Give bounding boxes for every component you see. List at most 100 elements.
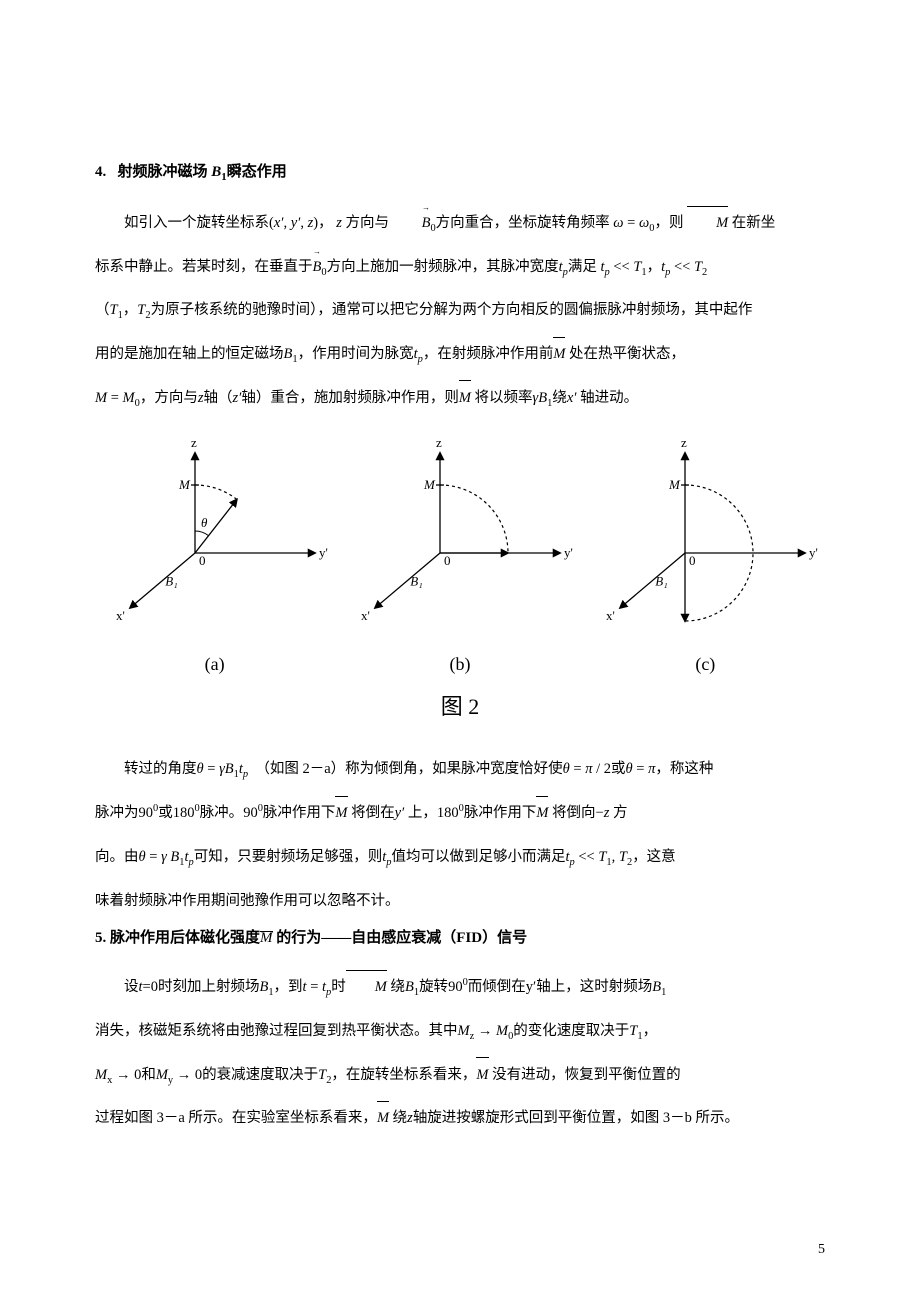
p5t3: 轴）重合，施加射频脉冲作用，则 [241,390,459,406]
section4-heading: 4. 射频脉冲磁场 B1瞬态作用 [95,160,825,183]
para-5: M = M0，方向与z轴（z′轴）重合，施加射频脉冲作用，则M 将以频率γB1绕… [95,380,825,418]
sec4-title-pre: 射频脉冲磁场 [118,164,208,180]
p4t2: ，作用时间为脉宽 [298,346,414,362]
svg-text:M: M [423,477,436,492]
p6t4: ，称这种 [655,761,713,777]
p10t5: 绕 [387,979,405,995]
svg-text:B₁: B₁ [656,574,668,589]
diagram-b: z y' x' 0 B₁ M [345,433,575,643]
p4t3: ，在射频脉冲作用前 [423,346,554,362]
svg-text:y': y' [809,545,818,560]
p1t5: ，则 [654,215,683,231]
p5t4: 将以频率 [471,390,533,406]
p1t1: 如引入一个旋转坐标系 [124,215,269,231]
p2t1: 标系中静止。若某时刻，在垂直于 [95,259,313,275]
svg-text:0: 0 [444,553,451,568]
svg-text:0: 0 [199,553,206,568]
page-number: 5 [818,1242,825,1258]
p5t2: 轴（ [204,390,233,406]
para-12: Mx → 0和My → 0的衰减速度取决于T2，在旋转坐标系看来，M 没有进动，… [95,1057,825,1095]
svg-text:M: M [668,477,681,492]
p5t6: 轴进动。 [576,390,638,406]
p8t3: 值均可以做到足够小而满足 [391,849,565,865]
svg-text:x': x' [361,608,370,623]
p1t4: 方向重合，坐标旋转角频率 [436,215,610,231]
p7t9: 方 [609,805,627,821]
p1t3: 方向与 [342,215,389,231]
diagram-c: z y' x' 0 B₁ M [590,433,820,643]
p13t3: 轴旋进按螺旋形式回到平衡位置，如图 3－b 所示。 [413,1110,739,1126]
p3t3: 为原子核系统的驰豫时间），通常可以把它分解为两个方向相反的圆偏振脉冲射频场，其中… [151,302,753,318]
p10t3: ，到 [274,979,303,995]
p7t6: 上， [404,805,437,821]
p3t2: ， [123,302,138,318]
page: 4. 射频脉冲磁场 B1瞬态作用 如引入一个旋转坐标系(x′, y′, z)， … [0,0,920,1302]
svg-text:0: 0 [689,553,696,568]
p6t1: 转过的角度 [124,761,197,777]
figure-2-sub-b: (b) [340,654,579,675]
figure-2-sub-a: (a) [95,654,334,675]
para-11: 消失，核磁矩系统将由弛豫过程回复到热平衡状态。其中Mz → M0的变化速度取决于… [95,1013,825,1051]
sec4-title-suf: 瞬态作用 [227,164,287,180]
svg-text:B₁: B₁ [410,574,422,589]
p7t3: 脉冲。 [200,805,244,821]
p10t7: 而倾倒在 [468,979,526,995]
p1t6: 在新坐 [728,215,775,231]
p12t2: 的衰减速度取决于 [202,1067,318,1083]
p5t5: 绕 [552,390,567,406]
para-6: 转过的角度θ = γB1tp （如图 2－a）称为倾倒角，如果脉冲宽度恰好使θ … [95,751,825,789]
p5t1: ，方向与 [140,390,198,406]
para-9: 味着射频脉冲作用期间弛豫作用可以忽略不计。 [95,883,825,921]
figure-2-a: zy'x'0B₁Mθ(a) [95,433,334,675]
p6t3: 或 [611,761,626,777]
p10t4: 时 [331,979,346,995]
p13t2: 绕 [389,1110,407,1126]
svg-text:y': y' [564,545,573,560]
svg-text:z: z [191,435,197,450]
p2t4: ， [647,259,662,275]
svg-text:y': y' [319,545,328,560]
para-10: 设t=0时刻加上射频场B1，到t = tp时M 绕B1旋转900而倾倒在y′轴上… [95,969,825,1007]
p4t1: 用的是施加在轴上的恒定磁场 [95,346,284,362]
p10t6: 旋转 [419,979,448,995]
p12t4: 没有进动，恢复到平衡位置的 [489,1067,681,1083]
p7t8: 将倒向 [548,805,595,821]
para-1: 如引入一个旋转坐标系(x′, y′, z)， z 方向与 B0方向重合，坐标旋转… [95,205,825,243]
p8t1: 向。由 [95,849,139,865]
svg-text:B₁: B₁ [165,574,177,589]
para-4: 用的是施加在轴上的恒定磁场B1，作用时间为脉宽tp，在射频脉冲作用前M 处在热平… [95,336,825,374]
p4t4: 处在热平衡状态， [565,346,685,362]
p11t2: 的变化速度取决于 [513,1023,629,1039]
figure-2-caption: 图 2 [95,689,825,721]
diagram-a: zy'x'0B₁Mθ [100,433,330,643]
p10t1: 设 [124,979,139,995]
svg-text:x': x' [116,608,125,623]
figure-2-b: z y' x' 0 B₁ M (b) [340,433,579,675]
p7t5: 将倒在 [348,805,395,821]
svg-text:x': x' [606,608,615,623]
para-13: 过程如图 3－a 所示。在实验室坐标系看来，M 绕z轴旋进按螺旋形式回到平衡位置… [95,1100,825,1138]
p7t4: 脉冲作用下 [263,805,336,821]
p2t2: 方向上施加一射频脉冲，其脉冲宽度 [327,259,559,275]
p2t3: 满足 [568,259,597,275]
svg-text:z: z [681,435,687,450]
p8t2: 可知，只要射频场足够强，则 [194,849,383,865]
para-3: （T1，T2为原子核系统的驰豫时间），通常可以把它分解为两个方向相反的圆偏振脉冲… [95,292,825,330]
p7t2: 或 [158,805,173,821]
figure-2-c: z y' x' 0 B₁ M (c) [586,433,825,675]
section5-heading: 5. 脉冲作用后体磁化强度M 的行为——自由感应衰减（FID）信号 [95,926,825,947]
svg-text:z: z [436,435,442,450]
p12t3: ，在旋转坐标系看来， [331,1067,476,1083]
p13t1: 过程如图 3－a 所示。在实验室坐标系看来， [95,1110,377,1126]
s5a: 5. 脉冲作用后体磁化强度 [95,930,260,946]
figure-2: zy'x'0B₁Mθ(a)zy'x'0B₁M(b)zy'x'0B₁M(c) [95,433,825,675]
svg-text:θ: θ [201,515,208,530]
p11t3: ， [643,1023,658,1039]
p10t8: 轴上，这时射频场 [536,979,652,995]
figure-2-sub-c: (c) [586,654,825,675]
p1t2: ， [318,215,333,231]
p3t1: （ [95,302,110,318]
p11t1: 消失，核磁矩系统将由弛豫过程回复到热平衡状态。其中 [95,1023,458,1039]
p9t1: 味着射频脉冲作用期间弛豫作用可以忽略不计。 [95,893,400,909]
p7t7: 脉冲作用下 [464,805,537,821]
